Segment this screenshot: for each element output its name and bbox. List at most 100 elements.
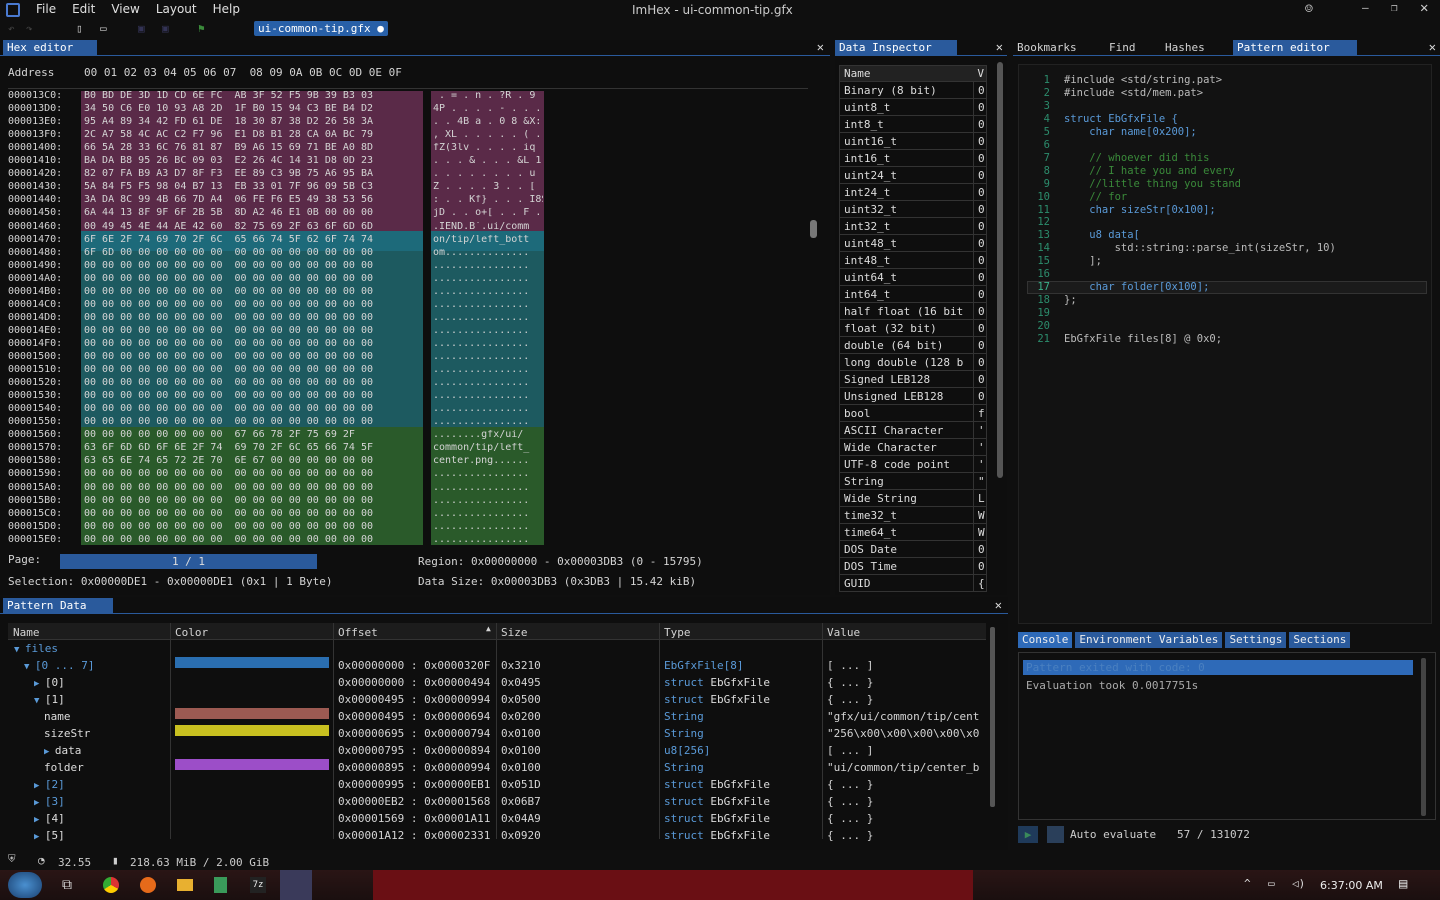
- inspector-row[interactable]: bool f: [840, 405, 986, 422]
- hex-editor-tab[interactable]: Hex editor: [3, 40, 97, 55]
- hex-rows[interactable]: 000013C0: B0 BD DE 3D 1D CD 6E FC AB 3F 5…: [0, 90, 560, 546]
- hex-ascii[interactable]: center.png......: [433, 456, 530, 467]
- explorer-icon[interactable]: [177, 879, 193, 891]
- menu-layout[interactable]: Layout: [155, 2, 197, 16]
- expand-arrow-icon[interactable]: ▶: [44, 747, 55, 757]
- hex-ascii[interactable]: ................: [433, 417, 530, 428]
- tab-pattern-editor[interactable]: Pattern editor: [1233, 40, 1357, 55]
- console-line-selected[interactable]: Pattern exited with code: 0: [1023, 660, 1413, 675]
- inspector-row[interactable]: int32_t 0: [840, 218, 986, 235]
- code-line[interactable]: struct EbGfxFile {: [1064, 112, 1178, 125]
- hex-bytes[interactable]: 00 00 00 00 00 00 00 00 00 00 00 00 00 0…: [84, 285, 373, 297]
- inspector-row[interactable]: Wide Character ': [840, 439, 986, 456]
- clock[interactable]: 6:37:00 AM: [1320, 879, 1383, 892]
- code-line[interactable]: char folder[0x100];: [1064, 281, 1210, 294]
- hex-bytes[interactable]: 63 65 6E 74 65 72 2E 70 6E 67 00 00 00 0…: [84, 455, 373, 467]
- tab-settings[interactable]: Settings: [1225, 632, 1287, 648]
- hex-ascii[interactable]: ................: [433, 338, 530, 349]
- hex-bytes[interactable]: 00 00 00 00 00 00 00 00 00 00 00 00 00 0…: [84, 416, 373, 428]
- expand-arrow-icon[interactable]: ▶: [34, 679, 45, 689]
- console-scrollbar[interactable]: [1421, 658, 1426, 816]
- maximize-icon[interactable]: ❐: [1391, 1, 1398, 14]
- col-color[interactable]: Color: [175, 626, 209, 639]
- 7zip-icon[interactable]: 7z: [250, 877, 266, 893]
- col-name[interactable]: Name: [13, 626, 40, 639]
- inspector-row[interactable]: int24_t 0: [840, 184, 986, 201]
- tab-hashes[interactable]: Hashes: [1165, 41, 1205, 54]
- inspector-scrollbar[interactable]: [997, 62, 1003, 478]
- hex-ascii[interactable]: ................: [433, 273, 530, 284]
- inspector-row[interactable]: double (64 bit) 0: [840, 337, 986, 354]
- hex-bytes[interactable]: 00 00 00 00 00 00 00 00 00 00 00 00 00 0…: [84, 533, 373, 545]
- hex-ascii[interactable]: ................: [433, 299, 530, 310]
- undo-icon[interactable]: ↶: [8, 22, 15, 35]
- hex-ascii[interactable]: om..............: [433, 247, 530, 258]
- code-line[interactable]: // I hate you and every: [1064, 164, 1235, 177]
- hex-bytes[interactable]: 00 49 45 4E 44 AE 42 60 82 75 69 2F 63 6…: [84, 220, 373, 232]
- close-right-icon[interactable]: ✕: [1428, 40, 1436, 54]
- close-hex-icon[interactable]: ✕: [816, 40, 824, 54]
- tray-chevron-icon[interactable]: ^: [1244, 877, 1251, 890]
- hex-ascii[interactable]: ................: [433, 325, 530, 336]
- close-window-icon[interactable]: ✕: [1420, 0, 1429, 16]
- inspector-row[interactable]: time32_t W: [840, 507, 986, 524]
- col-value[interactable]: Value: [827, 626, 861, 639]
- hex-bytes[interactable]: 63 6F 6D 6D 6F 6E 2F 74 69 70 2F 6C 65 6…: [84, 442, 373, 454]
- col-type[interactable]: Type: [664, 626, 691, 639]
- code-line[interactable]: char name[0x200];: [1064, 125, 1197, 138]
- inspector-row[interactable]: uint64_t 0: [840, 269, 986, 286]
- hex-bytes[interactable]: 00 00 00 00 00 00 00 00 00 00 00 00 00 0…: [84, 298, 373, 310]
- pattern-row[interactable]: ▶ [2] 0x00000995 : 0x00000EB1 0x051D struct…: [8, 776, 986, 793]
- hex-bytes[interactable]: 00 00 00 00 00 00 00 00 00 00 00 00 00 0…: [84, 364, 373, 376]
- hex-ascii[interactable]: ................: [433, 404, 530, 415]
- hex-bytes[interactable]: 2C A7 58 4C AC C2 F7 96 E1 D8 B1 28 CA 0…: [84, 129, 373, 141]
- hex-ascii[interactable]: ................: [433, 378, 530, 389]
- pattern-row[interactable]: name 0x00000495 : 0x00000694 0x0200 String "…: [8, 708, 986, 725]
- code-line[interactable]: char sizeStr[0x100];: [1064, 203, 1216, 216]
- expand-arrow-icon[interactable]: ▼: [24, 662, 35, 672]
- menu-edit[interactable]: Edit: [72, 2, 96, 16]
- inspector-row[interactable]: DOS Time 0: [840, 558, 986, 575]
- hex-ascii[interactable]: ................: [433, 508, 530, 519]
- data-inspector-tab[interactable]: Data Inspector: [835, 40, 957, 55]
- hex-ascii[interactable]: ................: [433, 534, 530, 545]
- hex-ascii[interactable]: common/tip/left_: [433, 443, 530, 454]
- pattern-row[interactable]: sizeStr 0x00000695 : 0x00000794 0x0100 Stri…: [8, 725, 986, 742]
- start-button-icon[interactable]: [8, 872, 42, 898]
- task-view-icon[interactable]: ⧉: [62, 877, 72, 893]
- hex-ascii[interactable]: ........gfx/ui/: [433, 430, 524, 441]
- hex-ascii[interactable]: . . 4B a . 0 8 &X:: [433, 117, 542, 128]
- inspector-row[interactable]: int64_t 0: [840, 286, 986, 303]
- open-file-icon[interactable]: ▭: [100, 22, 107, 35]
- inspector-row[interactable]: float (32 bit) 0: [840, 320, 986, 337]
- hex-bytes[interactable]: 00 00 00 00 00 00 00 00 00 00 00 00 00 0…: [84, 337, 373, 349]
- inspector-row[interactable]: Unsigned LEB128 0: [840, 388, 986, 405]
- save-as-icon[interactable]: ▣: [162, 22, 169, 35]
- hex-ascii[interactable]: fZ(3lv . . . . iq . .: [433, 143, 543, 154]
- inspector-row[interactable]: int8_t 0: [840, 116, 986, 133]
- menu-view[interactable]: View: [111, 2, 140, 16]
- inspector-row[interactable]: String ": [840, 473, 986, 490]
- tab-environment-variables[interactable]: Environment Variables: [1075, 632, 1223, 648]
- inspector-row[interactable]: Binary (8 bit) 0: [840, 82, 986, 99]
- code-line[interactable]: //little thing you stand: [1064, 177, 1242, 190]
- code-line[interactable]: ];: [1064, 255, 1102, 268]
- page-slider[interactable]: 1 / 1: [60, 554, 317, 569]
- hex-ascii[interactable]: : . . Kf} . . . I8SV: [433, 195, 543, 206]
- hex-bytes[interactable]: BA DA B8 95 26 BC 09 03 E2 26 4C 14 31 D…: [84, 155, 373, 167]
- hex-bytes[interactable]: 66 5A 28 33 6C 76 81 87 B9 A6 15 69 71 B…: [84, 142, 373, 154]
- tab-find[interactable]: Find: [1109, 41, 1136, 54]
- hex-bytes[interactable]: 00 00 00 00 00 00 00 00 00 00 00 00 00 0…: [84, 390, 373, 402]
- code-line[interactable]: std::string::parse_int(sizeStr, 10): [1064, 242, 1336, 255]
- expand-arrow-icon[interactable]: ▶: [34, 798, 45, 808]
- hex-ascii[interactable]: ................: [433, 495, 530, 506]
- code-line[interactable]: // for: [1064, 190, 1128, 203]
- tab-console[interactable]: Console: [1018, 632, 1073, 648]
- inspector-row[interactable]: GUID {: [840, 575, 986, 592]
- expand-arrow-icon[interactable]: ▶: [34, 832, 45, 842]
- code-line[interactable]: // whoever did this: [1064, 151, 1210, 164]
- hex-ascii[interactable]: ................: [433, 469, 530, 480]
- pattern-row[interactable]: ▶ [5] 0x00001A12 : 0x00002331 0x0920 struct…: [8, 827, 986, 844]
- expand-arrow-icon[interactable]: ▼: [14, 645, 25, 655]
- col-offset[interactable]: Offset: [338, 626, 378, 639]
